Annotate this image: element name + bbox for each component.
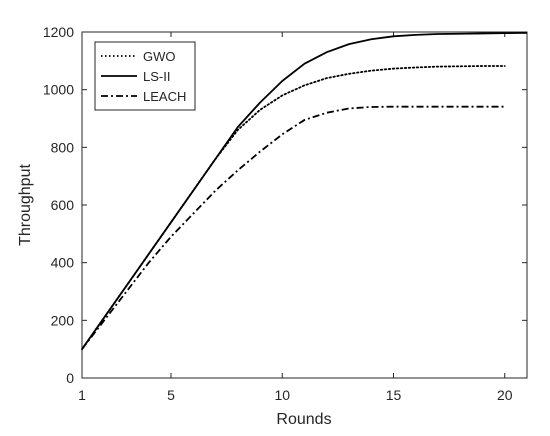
legend: GWO LS-II LEACH [94, 41, 196, 111]
y-tick-label: 400 [51, 255, 75, 271]
series-line-leach [81, 105, 505, 350]
x-tick-label: 1 [78, 387, 86, 403]
y-tick-label: 1000 [43, 82, 74, 98]
y-tick-label: 800 [51, 139, 75, 155]
legend-label-leach: LEACH [143, 89, 186, 104]
legend-label-ls-ii: LS-II [143, 69, 170, 84]
y-tick-label: 200 [51, 312, 75, 328]
series-line-ls-ii [81, 31, 528, 350]
x-tick-label: 15 [386, 387, 402, 403]
x-tick-label: 10 [274, 387, 290, 403]
x-tick-label: 20 [497, 387, 513, 403]
y-tick-label: 0 [66, 370, 74, 386]
y-tick-label: 1200 [43, 24, 74, 40]
x-axis-title: Rounds [276, 411, 331, 428]
y-axis-title: Throughput [17, 164, 34, 246]
x-tick-label: 5 [167, 387, 175, 403]
series-layer [81, 31, 528, 351]
y-tick-label: 600 [51, 197, 75, 213]
series-line-gwo [81, 65, 506, 351]
legend-label-gwo: GWO [143, 49, 176, 64]
